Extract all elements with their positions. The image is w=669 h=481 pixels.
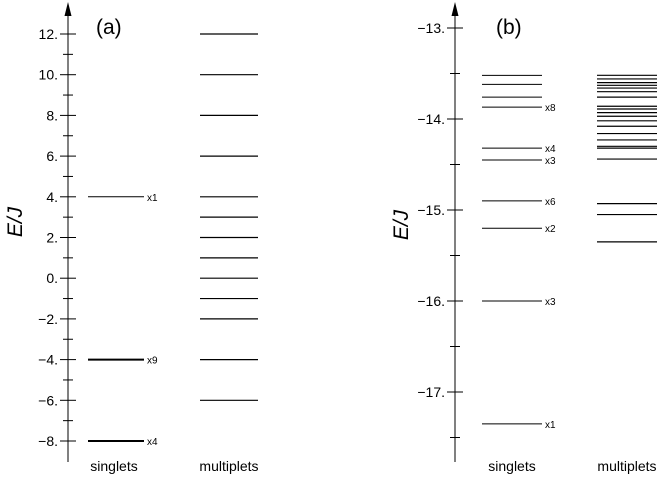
tick-label: 12. bbox=[39, 26, 58, 42]
y-axis-arrow bbox=[64, 2, 72, 16]
degeneracy-label: x1 bbox=[147, 193, 158, 204]
tick-label: 8. bbox=[46, 107, 58, 123]
panel-label: (b) bbox=[496, 16, 522, 39]
column-label-singlets: singlets bbox=[488, 458, 535, 474]
tick-label: −4. bbox=[38, 352, 58, 368]
tick-label: −2. bbox=[38, 311, 58, 327]
y-axis-label: E/J bbox=[390, 209, 413, 240]
panel-a: −8. −6. −4. −2. 0. 2. 4. 6. 8. 10. 12. (a) E/J x1 x9 x4… bbox=[4, 2, 259, 474]
tick-label: 6. bbox=[46, 148, 58, 164]
degeneracy-label: x2 bbox=[545, 224, 556, 235]
degeneracy-label: x6 bbox=[545, 197, 556, 208]
y-axis-arrow bbox=[451, 2, 459, 16]
column-label-multiplets: multiplets bbox=[199, 458, 258, 474]
degeneracy-label: x3 bbox=[545, 156, 556, 167]
column-label-singlets: singlets bbox=[90, 458, 137, 474]
panel-b: −17.−16.−15.−14.−13. (b)E/Jx8x4x3x6x2x3x1… bbox=[390, 2, 657, 474]
tick-label: −14. bbox=[417, 111, 445, 127]
panel-label: (a) bbox=[96, 16, 122, 39]
y-axis-label: E/J bbox=[4, 206, 27, 237]
degeneracy-label: x1 bbox=[545, 420, 556, 431]
degeneracy-label: x3 bbox=[545, 297, 556, 308]
tick-label: −16. bbox=[417, 293, 445, 309]
degeneracy-label: x4 bbox=[147, 437, 158, 448]
degeneracy-label: x9 bbox=[147, 356, 158, 367]
tick-label: 2. bbox=[46, 230, 58, 246]
column-label-multiplets: multiplets bbox=[597, 458, 656, 474]
tick-label: −17. bbox=[417, 384, 445, 400]
tick-label: −6. bbox=[38, 392, 58, 408]
degeneracy-label: x8 bbox=[545, 103, 556, 114]
tick-label: −8. bbox=[38, 433, 58, 449]
tick-label: −13. bbox=[417, 20, 445, 36]
tick-label: 0. bbox=[46, 270, 58, 286]
tick-label: 10. bbox=[39, 67, 58, 83]
degeneracy-label: x4 bbox=[545, 144, 556, 155]
tick-label: 4. bbox=[46, 189, 58, 205]
tick-label: −15. bbox=[417, 202, 445, 218]
